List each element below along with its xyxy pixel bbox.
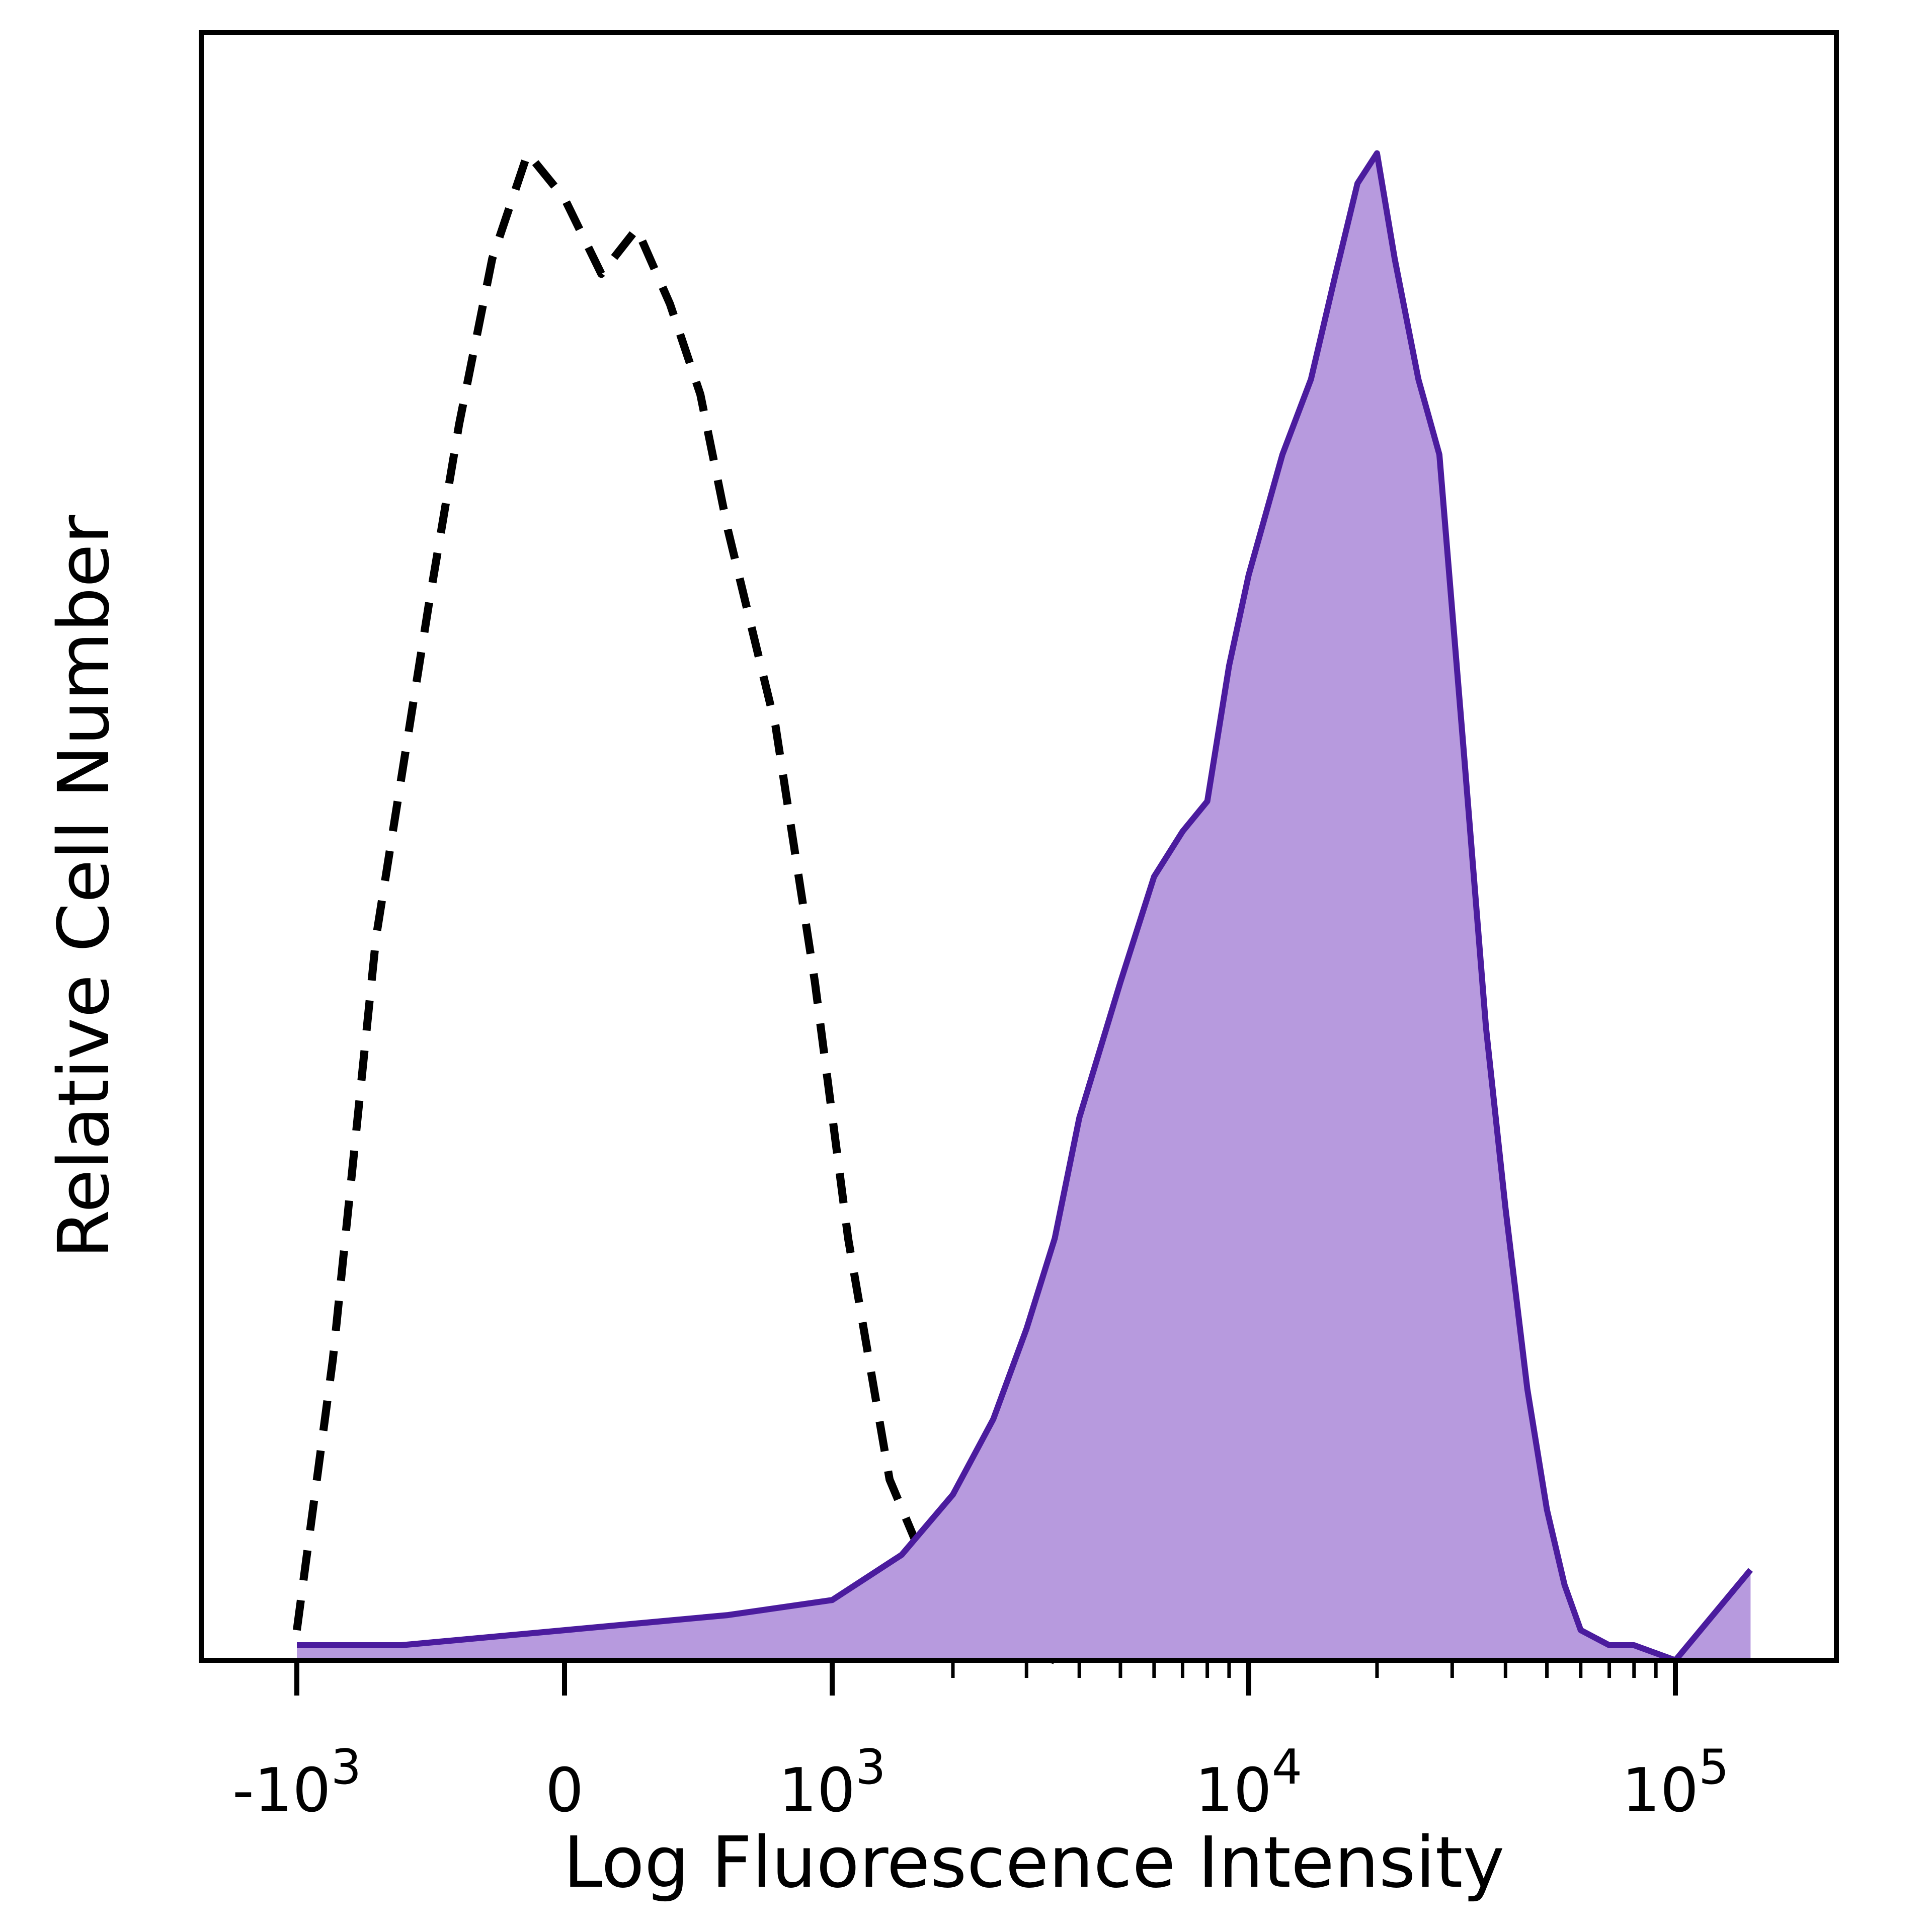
plot-area — [293, 149, 1753, 1664]
x-axis-title: Log Fluorescence Intensity — [564, 1822, 1505, 1904]
series-2-line — [297, 150, 1753, 1663]
x-tick-label: 105 — [1622, 1740, 1729, 1826]
x-tick-label: 103 — [778, 1740, 886, 1826]
x-tick-label: 104 — [1195, 1740, 1302, 1826]
series-2-fill — [297, 153, 1751, 1660]
x-tick-label: 0 — [545, 1756, 584, 1826]
y-axis-title: Relative Cell Number — [43, 515, 125, 1258]
x-tick-label: -103 — [232, 1740, 361, 1826]
plot-frame — [199, 30, 1839, 1663]
series-1-line — [293, 149, 1057, 1664]
x-axis: -103 0 103 104 105 — [232, 1660, 1729, 1826]
